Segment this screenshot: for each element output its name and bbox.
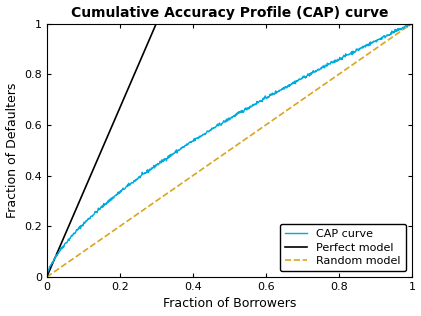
X-axis label: Fraction of Borrowers: Fraction of Borrowers <box>163 297 296 310</box>
Y-axis label: Fraction of Defaulters: Fraction of Defaulters <box>5 82 19 218</box>
Title: Cumulative Accuracy Profile (CAP) curve: Cumulative Accuracy Profile (CAP) curve <box>71 6 388 20</box>
Legend: CAP curve, Perfect model, Random model: CAP curve, Perfect model, Random model <box>280 224 406 271</box>
